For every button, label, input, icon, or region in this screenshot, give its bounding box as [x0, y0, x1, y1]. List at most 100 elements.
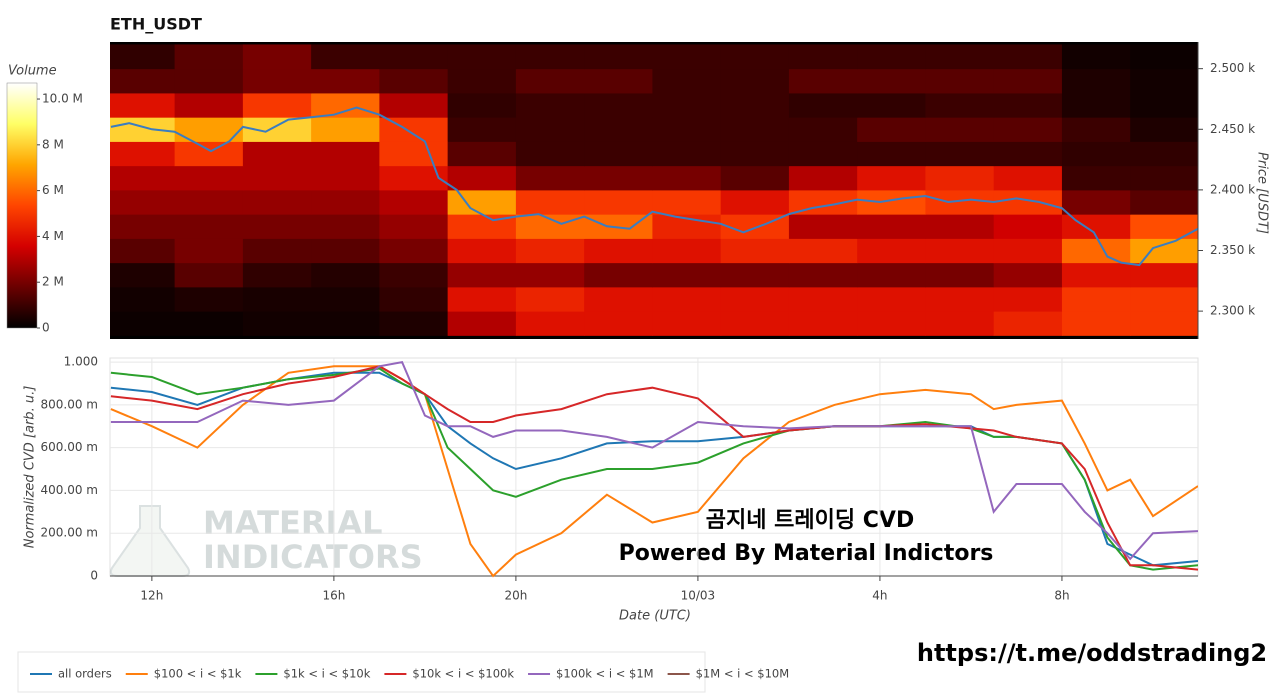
heatmap-cell: [174, 68, 244, 94]
heatmap-cell: [311, 262, 380, 288]
heatmap-cell: [584, 189, 653, 215]
heatmap-cell: [379, 262, 449, 288]
heatmap-cell: [447, 262, 517, 288]
heatmap-cell: [311, 141, 380, 167]
heatmap-cell: [584, 92, 653, 118]
heatmap-cell: [447, 286, 517, 312]
heatmap-cell: [925, 189, 995, 215]
flask-icon: [109, 505, 191, 577]
heatmap-cell: [447, 117, 517, 142]
heatmap-cell: [311, 68, 380, 94]
heatmap-cell: [1061, 117, 1131, 142]
heatmap-cell: [584, 311, 653, 336]
heatmap-cell: [720, 262, 790, 288]
heatmap-cell: [311, 286, 380, 312]
heatmap-cell: [110, 214, 176, 239]
colorbar-tick-label: 10.0 M: [42, 92, 83, 106]
watermark-text: MATERIAL: [203, 504, 383, 542]
heatmap-cell: [857, 311, 926, 336]
heatmap-cell: [584, 238, 653, 264]
heatmap-cell: [174, 262, 244, 288]
heatmap-cell: [1061, 68, 1131, 94]
heatmap-cell: [311, 214, 380, 239]
heatmap-cell: [311, 44, 380, 70]
heatmap-cell: [447, 238, 517, 264]
heatmap-cell: [1061, 44, 1131, 70]
colorbar-tick-label: 6 M: [42, 183, 64, 197]
heatmap-cell: [242, 92, 312, 118]
colorbar-tick-label: 2 M: [42, 275, 64, 289]
heatmap-cell: [110, 262, 176, 288]
heatmap-cell: [857, 141, 926, 167]
heatmap-cell: [720, 117, 790, 142]
heatmap-cell: [110, 286, 176, 312]
legend-label: $100 < i < $1k: [154, 667, 242, 681]
heatmap-cell: [788, 286, 858, 312]
heatmap-cell: [447, 189, 517, 215]
heatmap-cell: [652, 238, 722, 264]
heatmap-cell: [993, 44, 1063, 70]
x-tick-label: 8h: [1054, 589, 1069, 603]
y-tick-label: 2.450 k: [1210, 122, 1255, 136]
heatmap-cell: [788, 262, 858, 288]
colorbar: [6, 82, 38, 329]
colorbar-tick-label: 8 M: [42, 137, 64, 151]
heatmap-cell: [925, 117, 995, 142]
heatmap-cell: [379, 286, 449, 312]
heatmap-cell: [788, 44, 858, 70]
heatmap-cell: [110, 189, 176, 215]
heatmap-cell: [584, 141, 653, 167]
footer-link: https://t.me/oddstrading2: [917, 639, 1267, 667]
heatmap-cell: [584, 68, 653, 94]
heatmap-cell: [311, 311, 380, 336]
y-tick-label: 2.500 k: [1210, 61, 1255, 75]
heatmap-cell: [857, 117, 926, 142]
legend-label: $10k < i < $100k: [412, 667, 514, 681]
heatmap-cell: [584, 165, 653, 191]
heatmap-cell: [174, 165, 244, 191]
heatmap-cell: [1130, 44, 1198, 70]
heatmap-cell: [110, 238, 176, 264]
y-tick-label: 2.400 k: [1210, 182, 1255, 196]
heatmap-cell: [925, 214, 995, 239]
y-tick-label: 1.000: [64, 355, 98, 369]
heatmap-cell: [1061, 165, 1131, 191]
y-tick-label: 600.00 m: [41, 440, 99, 454]
heatmap-cell: [652, 311, 722, 336]
annotation: 곰지네 트레이딩 CVD: [706, 508, 914, 533]
heatmap-cell: [1061, 141, 1131, 167]
heatmap-cell: [925, 286, 995, 312]
heatmap-cell: [242, 44, 312, 70]
colorbar-tick-label: 4 M: [42, 229, 64, 243]
heatmap-cell: [515, 214, 585, 239]
heatmap-cell: [1130, 165, 1198, 191]
heatmap-cell: [788, 68, 858, 94]
heatmap-cell: [788, 141, 858, 167]
heatmap-cell: [174, 311, 244, 336]
heatmap-cell: [720, 311, 790, 336]
x-tick-label: 20h: [504, 589, 527, 603]
heatmap-cell: [447, 141, 517, 167]
heatmap-cell: [925, 141, 995, 167]
heatmap-cell: [788, 117, 858, 142]
heatmap-cell: [652, 68, 722, 94]
heatmap-cell: [993, 189, 1063, 215]
y-tick-label: 200.00 m: [41, 526, 99, 540]
heatmap-cell: [720, 165, 790, 191]
heatmap-cell: [1130, 238, 1198, 264]
heatmap-cell: [379, 214, 449, 239]
heatmap-cell: [379, 141, 449, 167]
heatmap-cell: [1061, 286, 1131, 312]
heatmap-cell: [720, 68, 790, 94]
heatmap-cell: [242, 262, 312, 288]
x-tick-label: 12h: [140, 589, 163, 603]
heatmap-cell: [993, 117, 1063, 142]
heatmap-cell: [379, 189, 449, 215]
heatmap-cell: [720, 141, 790, 167]
heatmap-cell: [515, 165, 585, 191]
heatmap-cell: [720, 92, 790, 118]
heatmap-cell: [515, 189, 585, 215]
heatmap-cell: [584, 44, 653, 70]
heatmap-cell: [993, 238, 1063, 264]
